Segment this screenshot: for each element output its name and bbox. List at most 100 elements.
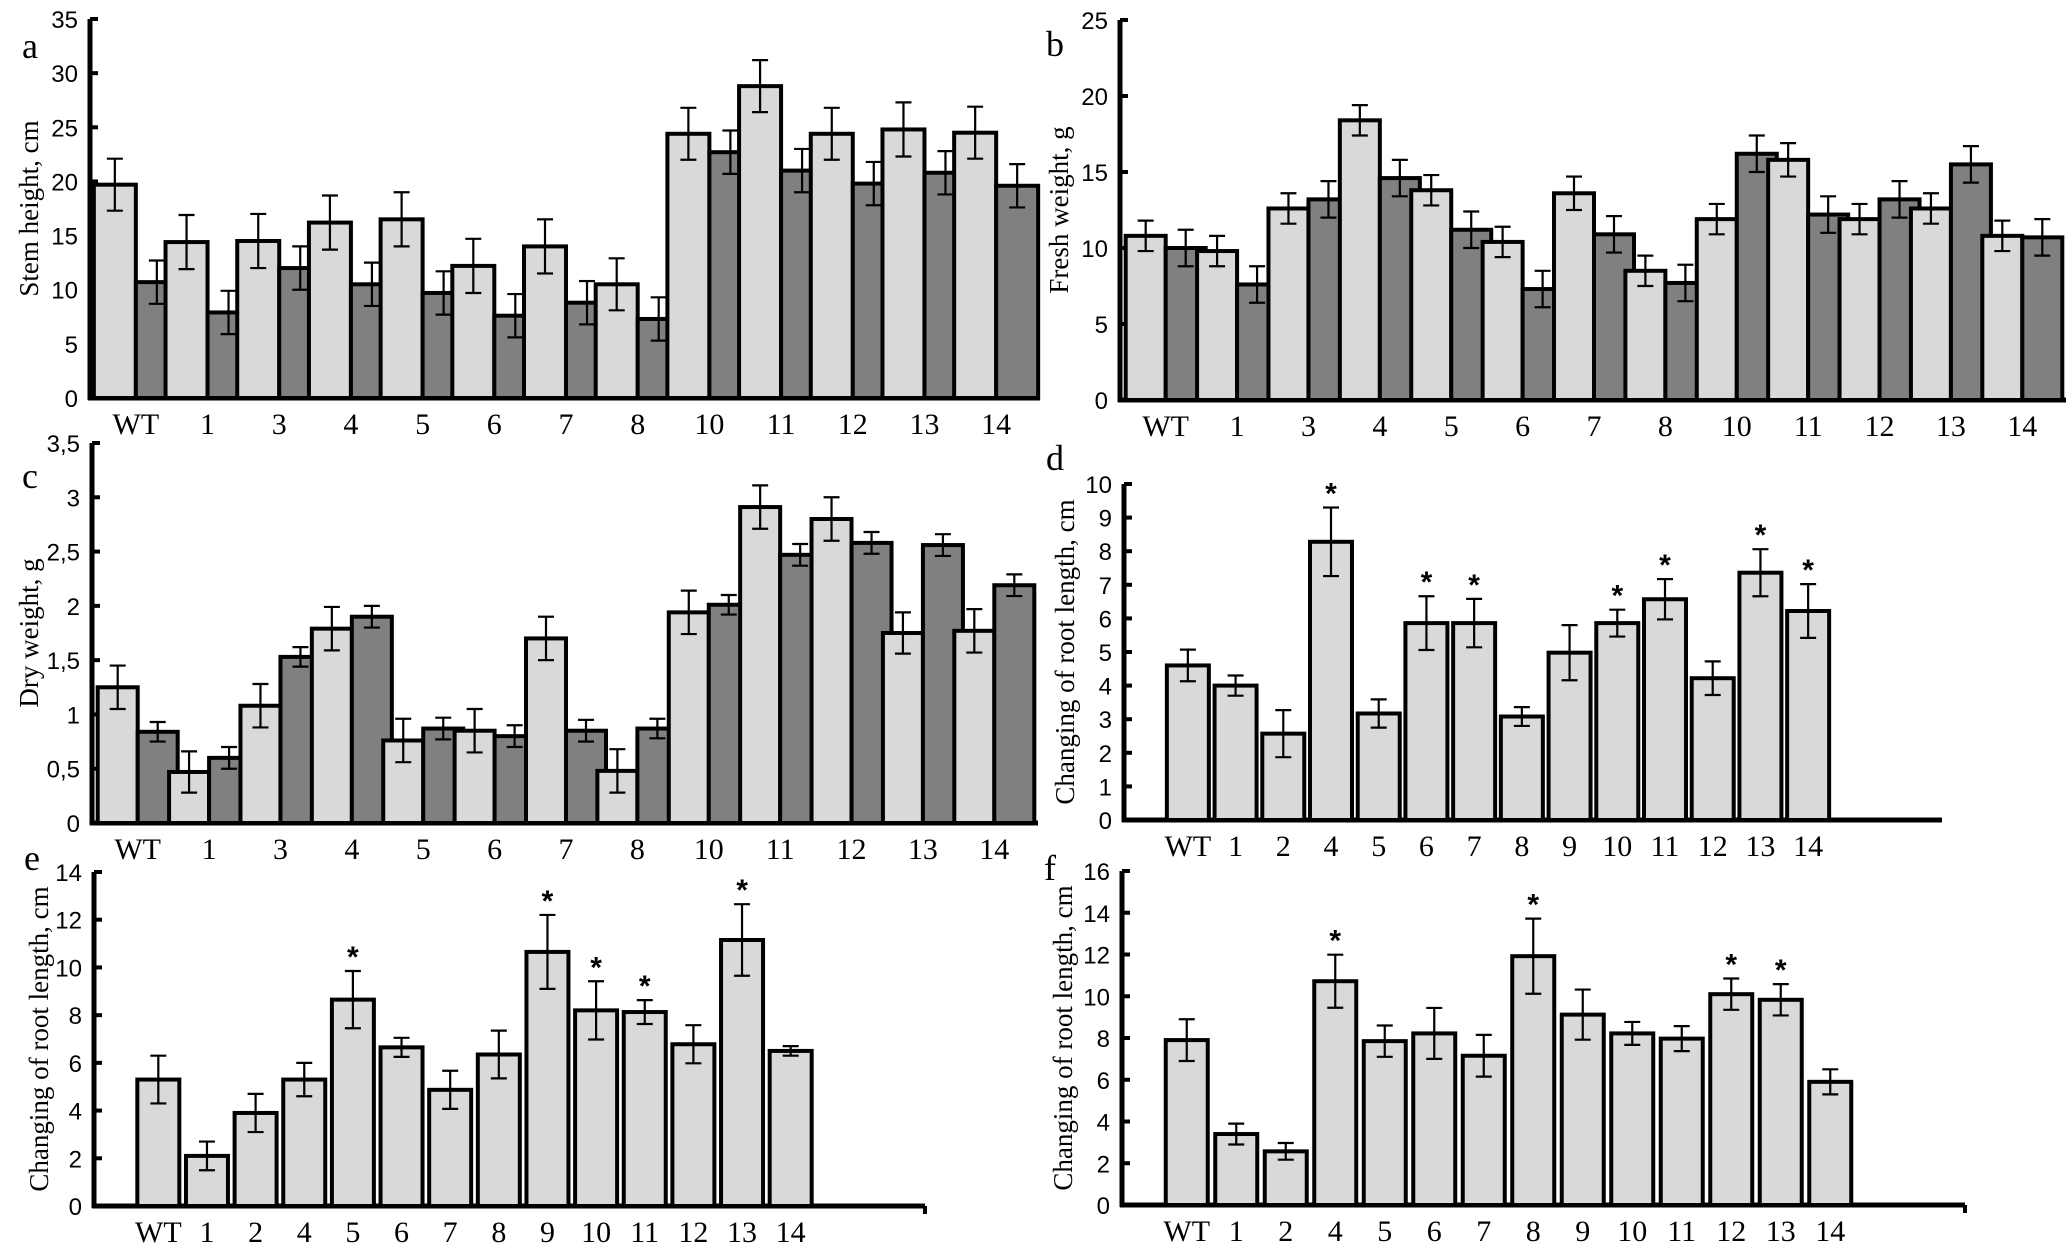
- x-tick-label: 4: [1328, 1215, 1343, 1248]
- x-tick-label: 3: [1301, 410, 1316, 443]
- bar-b-13-s1: [1908, 206, 1953, 402]
- bar-d-13-s1: [1737, 570, 1784, 822]
- x-tick-label: WT: [1165, 830, 1212, 863]
- x-tick-label: 11: [767, 408, 796, 441]
- x-tick-label: 9: [1562, 830, 1577, 863]
- x-tick-label: 11: [1794, 410, 1823, 443]
- x-tick-label: 7: [559, 833, 574, 866]
- bar-b-10-s1: [1694, 217, 1739, 402]
- bar-b-12-s1: [1837, 217, 1882, 402]
- y-tick-label: 6: [1097, 1068, 1110, 1095]
- bar-b-5-s1: [1409, 188, 1454, 402]
- bar-e-8-s1: [475, 1052, 522, 1209]
- x-tick-label: 5: [415, 408, 430, 441]
- bar-b-14-s1: [1980, 233, 2025, 402]
- x-tick-label: 8: [630, 833, 645, 866]
- bar-a-11-s1: [737, 84, 784, 400]
- x-tick-label: 7: [1476, 1215, 1491, 1248]
- bar-f-7-s1: [1460, 1053, 1507, 1208]
- x-tick-label: 5: [345, 1216, 360, 1249]
- significance-marker: *: [1611, 580, 1623, 613]
- y-tick-label: 0: [65, 386, 78, 413]
- bar-a-12-s1: [808, 131, 855, 400]
- y-axis-title: Changing of root length, cm: [1048, 885, 1078, 1190]
- bar-d-WT-s1: [1164, 663, 1211, 822]
- bar-b-4-s1: [1337, 118, 1382, 402]
- y-tick-label: 2: [1099, 741, 1112, 768]
- bar-b-11-s1: [1766, 157, 1811, 402]
- x-tick-label: 12: [837, 833, 867, 866]
- y-tick-label: 8: [1097, 1026, 1110, 1053]
- x-tick-label: WT: [135, 1216, 182, 1249]
- x-tick-label: 1: [200, 408, 215, 441]
- y-tick-label: 0: [69, 1194, 82, 1221]
- x-tick-label: 4: [1324, 830, 1339, 863]
- x-tick-label: 14: [2007, 410, 2037, 443]
- y-tick-label: 10: [55, 955, 82, 982]
- x-tick-label: 6: [1427, 1215, 1442, 1248]
- y-tick-label: 7: [1099, 573, 1112, 600]
- y-tick-label: 4: [69, 1099, 82, 1126]
- x-tick-label: 10: [1722, 410, 1752, 443]
- x-tick-label: 11: [1651, 830, 1680, 863]
- y-tick-label: 0: [1097, 1193, 1110, 1220]
- x-tick-label: 5: [1377, 1215, 1392, 1248]
- x-tick-label: 13: [1936, 410, 1966, 443]
- y-tick-label: 25: [51, 115, 78, 142]
- x-tick-label: 14: [979, 833, 1009, 866]
- significance-marker: *: [1725, 949, 1737, 982]
- bar-e-4-s1: [281, 1077, 328, 1208]
- y-tick-label: 8: [69, 1003, 82, 1030]
- x-tick-label: 14: [776, 1216, 806, 1249]
- y-tick-label: 35: [51, 7, 78, 34]
- y-tick-label: 6: [1099, 606, 1112, 633]
- x-tick-label: 4: [1372, 410, 1387, 443]
- bar-f-9-s1: [1559, 1012, 1606, 1207]
- y-tick-label: 1: [67, 702, 80, 729]
- y-tick-label: 15: [1081, 160, 1108, 187]
- bar-f-10-s1: [1609, 1031, 1656, 1207]
- y-tick-label: 2: [69, 1146, 82, 1173]
- bar-c-4-s1: [309, 626, 354, 826]
- significance-marker: *: [1468, 569, 1480, 602]
- panel-letter: a: [22, 26, 38, 66]
- significance-marker: *: [1329, 925, 1341, 958]
- bar-a-13-s1: [880, 127, 927, 401]
- x-tick-label: 6: [1419, 830, 1434, 863]
- y-tick-label: 16: [1083, 859, 1110, 886]
- significance-marker: *: [1775, 954, 1787, 987]
- significance-marker: *: [542, 885, 554, 918]
- x-tick-label: 6: [394, 1216, 409, 1249]
- significance-marker: *: [639, 970, 651, 1003]
- x-tick-label: 14: [981, 408, 1011, 441]
- significance-marker: *: [1527, 889, 1539, 922]
- x-tick-label: 8: [1526, 1215, 1541, 1248]
- bar-a-10-s1: [665, 131, 712, 400]
- x-tick-label: 8: [630, 408, 645, 441]
- x-tick-label: 13: [1745, 830, 1775, 863]
- x-tick-label: WT: [114, 833, 161, 866]
- y-tick-label: 0: [1095, 388, 1108, 415]
- bar-c-13-s1: [880, 631, 925, 825]
- x-tick-label: 12: [1698, 830, 1728, 863]
- x-tick-label: 7: [1587, 410, 1602, 443]
- bar-c-14-s1: [952, 628, 997, 825]
- x-tick-label: 14: [1793, 830, 1823, 863]
- bar-f-6-s1: [1411, 1031, 1458, 1207]
- x-tick-label: 6: [487, 833, 502, 866]
- x-tick-label: 12: [678, 1216, 708, 1249]
- bar-e-11-s1: [621, 1010, 668, 1209]
- y-tick-label: 2: [1097, 1151, 1110, 1178]
- x-tick-label: 7: [1467, 830, 1482, 863]
- y-tick-label: 5: [65, 332, 78, 359]
- x-tick-label: 10: [581, 1216, 611, 1249]
- x-tick-label: 1: [202, 833, 217, 866]
- bar-a-14-s2: [994, 183, 1041, 400]
- x-tick-label: 12: [1716, 1215, 1746, 1248]
- bar-e-5-s1: [329, 997, 376, 1209]
- panel-letter: c: [22, 456, 38, 496]
